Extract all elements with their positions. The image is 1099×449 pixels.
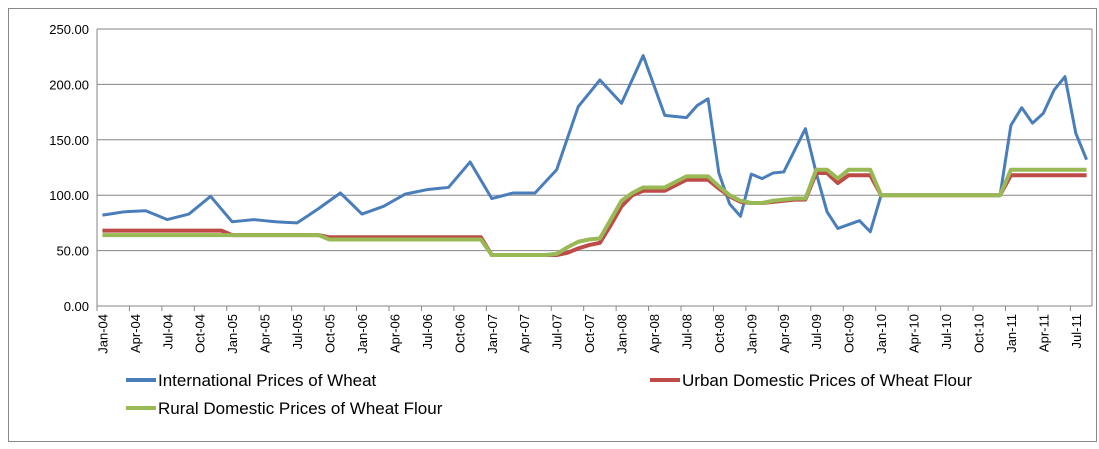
x-tick-label: Oct-10 [971,314,986,353]
x-tick-label: Apr-08 [647,314,662,353]
x-tick-label: Apr-04 [128,314,143,353]
x-tick-label: Oct-09 [842,314,857,353]
x-tick-label: Jul-07 [550,314,565,349]
x-tick-label: Jan-05 [225,314,240,354]
x-tick-label: Jan-08 [615,314,630,354]
x-tick-label: Jul-11 [1069,314,1084,348]
x-tick-label: Jul-10 [939,314,954,349]
y-tick-label: 0.00 [64,299,89,314]
chart-frame [8,8,1097,442]
x-tick-label: Jan-04 [95,314,110,354]
x-tick-label: Jul-08 [679,314,694,349]
x-tick-label: Apr-07 [517,314,532,353]
x-tick-label: Apr-10 [907,314,922,353]
legend-label: Rural Domestic Prices of Wheat Flour [158,399,443,418]
x-tick-label: Oct-06 [452,314,467,353]
x-tick-label: Oct-07 [582,314,597,353]
y-tick-label: 100.00 [49,188,89,203]
x-tick-label: Oct-04 [193,314,208,353]
x-tick-label: Jan-10 [874,314,889,354]
series-line [102,167,1087,258]
y-tick-label: 200.00 [49,77,89,92]
x-tick-label: Apr-05 [258,314,273,353]
x-tick-label: Oct-05 [323,314,338,353]
legend-label: Urban Domestic Prices of Wheat Flour [682,371,972,390]
x-tick-label: Jul-06 [420,314,435,349]
y-tick-label: 150.00 [49,133,89,148]
x-tick-label: Apr-11 [1036,314,1051,352]
x-tick-label: Apr-09 [777,314,792,353]
x-tick-label: Jul-04 [160,314,175,349]
legend-label: International Prices of Wheat [158,371,377,390]
x-tick-label: Oct-08 [712,314,727,353]
x-tick-label: Jul-09 [809,314,824,349]
x-tick-label: Jan-09 [744,314,759,354]
x-tick-label: Jul-05 [290,314,305,349]
x-tick-label: Jan-06 [355,314,370,354]
y-tick-label: 250.00 [49,22,89,37]
y-tick-label: 50.00 [56,244,89,259]
x-tick-label: Jan-07 [485,314,500,354]
x-tick-label: Jan-11 [1004,314,1019,353]
x-tick-label: Apr-06 [387,314,402,353]
